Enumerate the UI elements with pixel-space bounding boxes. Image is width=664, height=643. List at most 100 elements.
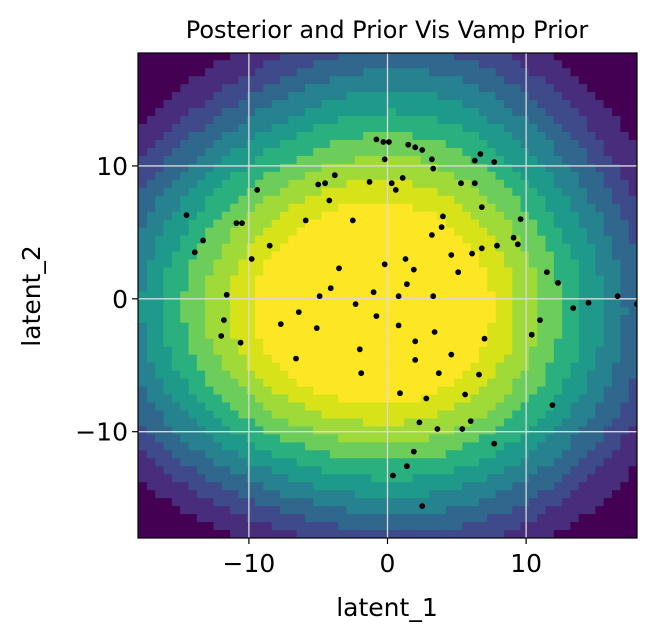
contour-cell [345, 530, 355, 538]
contour-cell [304, 482, 314, 491]
contour-cell [146, 147, 156, 156]
contour-cell [271, 115, 280, 125]
contour-cell [528, 394, 538, 404]
contour-cell [262, 322, 272, 332]
contour-cell [454, 386, 463, 396]
contour-cell [196, 219, 206, 228]
contour-cell [162, 474, 172, 483]
contour-cell [437, 171, 447, 180]
contour-cell [162, 266, 172, 276]
contour-cell [329, 298, 339, 308]
contour-cell [578, 91, 588, 101]
contour-cell [395, 514, 405, 523]
contour-cell [262, 274, 272, 284]
contour-cell [454, 147, 463, 156]
contour-cell [528, 115, 538, 125]
contour-cell [387, 378, 397, 388]
contour-cell [445, 131, 455, 140]
contour-cell [279, 99, 289, 109]
contour-cell [304, 458, 314, 467]
contour-cell [637, 163, 646, 172]
contour-cell [354, 394, 364, 404]
contour-cell [221, 410, 231, 420]
contour-cell [254, 466, 264, 475]
contour-cell [487, 115, 497, 125]
contour-cell [478, 522, 488, 531]
contour-cell [562, 314, 572, 324]
contour-cell [395, 258, 405, 268]
contour-cell [420, 322, 430, 332]
contour-cell [595, 195, 605, 204]
contour-cell [362, 410, 372, 420]
contour-cell [254, 59, 264, 69]
contour-cell [553, 179, 563, 188]
contour-cell [603, 282, 613, 292]
contour-cell [470, 67, 480, 77]
contour-cell [320, 115, 330, 125]
contour-cell [320, 514, 330, 523]
contour-cell [237, 290, 247, 300]
contour-cell [437, 322, 447, 332]
contour-cell [462, 522, 472, 531]
contour-cell [595, 474, 605, 483]
contour-cell [229, 498, 239, 507]
contour-cell [345, 99, 355, 109]
contour-cell [370, 442, 380, 451]
contour-cell [553, 274, 563, 284]
contour-cell [237, 298, 247, 308]
contour-cell [578, 394, 588, 404]
contour-cell [221, 506, 231, 515]
contour-cell [553, 83, 563, 93]
contour-cell [620, 394, 630, 404]
contour-cell [395, 410, 405, 420]
contour-cell [512, 386, 522, 396]
contour-cell [287, 314, 297, 324]
contour-cell [412, 466, 422, 475]
contour-cell [279, 235, 289, 244]
contour-cell [246, 59, 256, 69]
contour-cell [362, 298, 372, 308]
contour-cell [146, 386, 156, 396]
contour-cell [296, 514, 305, 523]
contour-cell [362, 155, 372, 164]
contour-cell [162, 346, 172, 356]
contour-cell [404, 522, 414, 531]
contour-cell [478, 282, 488, 292]
contour-cell [495, 322, 505, 332]
contour-cell [462, 59, 472, 69]
contour-cell [478, 354, 488, 364]
contour-cell [628, 139, 637, 148]
contour-cell [146, 442, 156, 451]
contour-cell [246, 258, 256, 268]
contour-cell [445, 498, 455, 507]
contour-cell [196, 298, 206, 308]
contour-cell [578, 282, 588, 292]
contour-cell [162, 147, 172, 156]
contour-cell [329, 67, 339, 77]
contour-cell [620, 59, 630, 69]
contour-cell [387, 227, 397, 236]
contour-cell [603, 195, 613, 204]
contour-cell [437, 530, 447, 538]
contour-cell [246, 362, 256, 372]
contour-cell [362, 394, 372, 404]
contour-cell [537, 394, 547, 404]
contour-cell [337, 306, 347, 316]
contour-cell [595, 402, 605, 412]
contour-cell [154, 402, 164, 412]
contour-cell [603, 243, 613, 252]
contour-cell [287, 67, 297, 77]
contour-cell [162, 195, 172, 204]
contour-cell [620, 147, 630, 156]
contour-cell [612, 187, 621, 196]
contour-cell [495, 243, 505, 252]
contour-cell [395, 115, 405, 125]
contour-cell [528, 99, 538, 109]
contour-cell [395, 402, 405, 412]
contour-cell [520, 482, 530, 491]
contour-cell [595, 442, 605, 451]
contour-cell [395, 131, 405, 140]
contour-cell [437, 139, 447, 148]
contour-cell [620, 235, 630, 244]
contour-cell [287, 450, 297, 459]
